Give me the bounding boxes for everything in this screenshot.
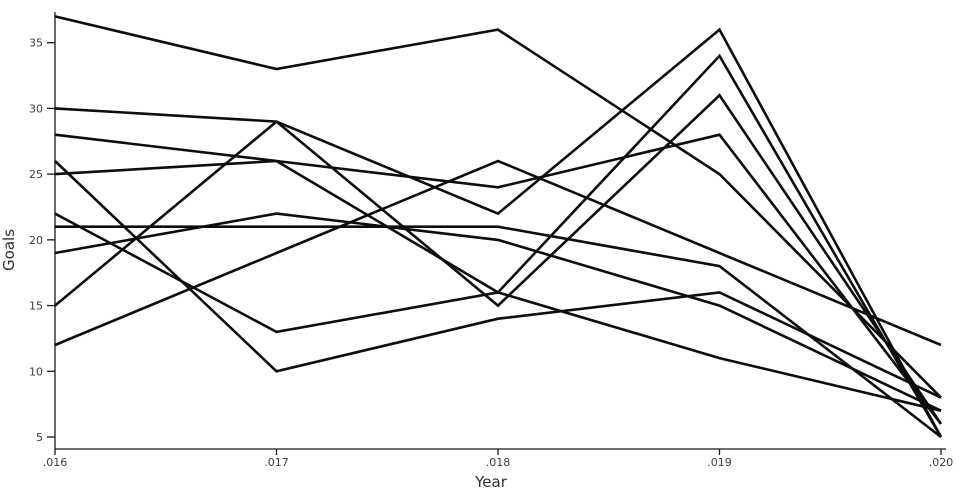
y-tick-label: 30 [29,102,43,115]
series-line-5 [54,133,943,425]
series-layer [54,15,943,439]
y-tick-label: 25 [29,168,43,181]
labels-layer: 5 10 15 20 25 30 35 .016 .017 .018 .019 .020 Year Goa… [0,37,953,491]
x-tick-label: .018 [486,456,511,469]
y-tick-label: 20 [29,234,43,247]
y-axis-title: Goals [0,229,18,271]
series-line-10 [54,159,942,347]
series-line-6 [54,53,943,438]
y-tick-label: 35 [29,37,43,50]
x-tick-label: .016 [43,456,68,469]
series-line-8 [54,212,942,412]
axes-layer [47,12,946,455]
x-tick-label: .019 [707,456,732,469]
x-axis-title: Year [474,473,508,491]
x-tick-label: .017 [264,456,289,469]
series-line-9 [54,27,943,438]
series-line-1 [54,15,942,399]
y-tick-label: 10 [29,365,43,378]
series-line-3 [54,133,942,412]
series-line-7 [55,225,942,439]
series-line-2 [54,93,943,425]
series-line-4 [54,160,942,399]
y-tick-label: 5 [36,431,43,444]
y-tick-label: 15 [29,300,43,313]
x-tick-label: .020 [929,456,954,469]
